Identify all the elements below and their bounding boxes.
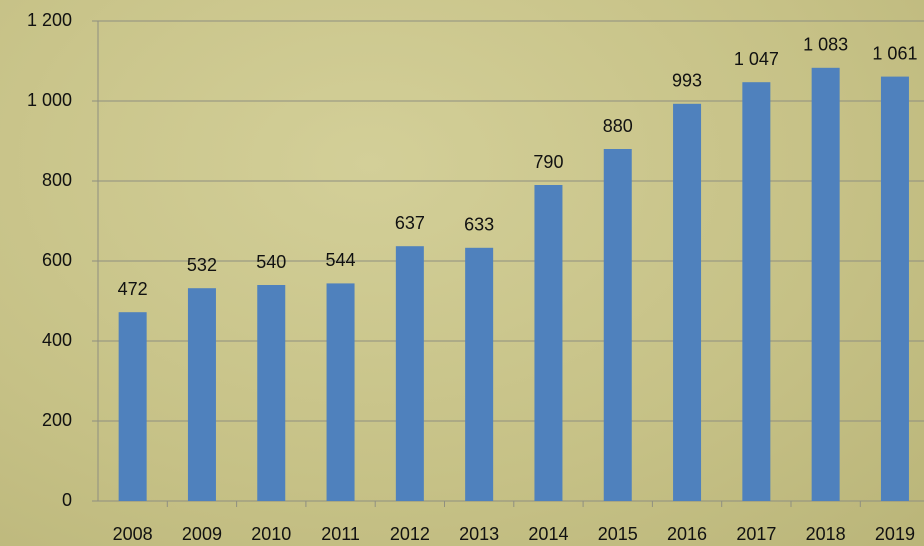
bar (465, 248, 493, 501)
x-tick-label: 2011 (321, 524, 360, 544)
data-label: 1 083 (803, 35, 848, 55)
bar (534, 185, 562, 501)
bar (188, 288, 216, 501)
y-tick-label: 200 (42, 410, 72, 430)
data-label: 472 (118, 279, 148, 299)
bar (881, 77, 909, 501)
data-label: 880 (603, 116, 633, 136)
x-tick-label: 2010 (251, 524, 291, 544)
x-tick-label: 2018 (806, 524, 846, 544)
y-tick-label: 1 200 (27, 10, 72, 30)
chart: 0 200 400 600 800 1 000 1 200 2008 472 2009 532 201… (0, 0, 924, 546)
data-label: 790 (533, 152, 563, 172)
bar (396, 246, 424, 501)
bar (812, 68, 840, 501)
y-tick-label: 400 (42, 330, 72, 350)
x-tick-label: 2013 (459, 524, 499, 544)
x-tick-label: 2008 (113, 524, 153, 544)
data-label: 540 (256, 252, 286, 272)
data-label: 1 047 (734, 49, 779, 69)
y-tick-label: 0 (62, 490, 72, 510)
data-label: 633 (464, 215, 494, 235)
data-label: 544 (326, 250, 356, 270)
x-tick-label: 2016 (667, 524, 707, 544)
bar (327, 283, 355, 501)
y-tick-label: 600 (42, 250, 72, 270)
bar (742, 82, 770, 501)
data-label: 532 (187, 255, 217, 275)
x-tick-label: 2015 (598, 524, 638, 544)
x-tick-label: 2017 (736, 524, 776, 544)
x-tick-label: 2014 (528, 524, 568, 544)
data-label: 1 061 (872, 43, 917, 63)
bar (119, 312, 147, 501)
y-tick-label: 1 000 (27, 90, 72, 110)
bar (604, 149, 632, 501)
y-tick-label: 800 (42, 170, 72, 190)
x-tick-label: 2019 (875, 524, 915, 544)
bar (673, 104, 701, 501)
bar (257, 285, 285, 501)
x-tick-label: 2009 (182, 524, 222, 544)
data-label: 993 (672, 71, 702, 91)
x-tick-label: 2012 (390, 524, 430, 544)
data-label: 637 (395, 213, 425, 233)
